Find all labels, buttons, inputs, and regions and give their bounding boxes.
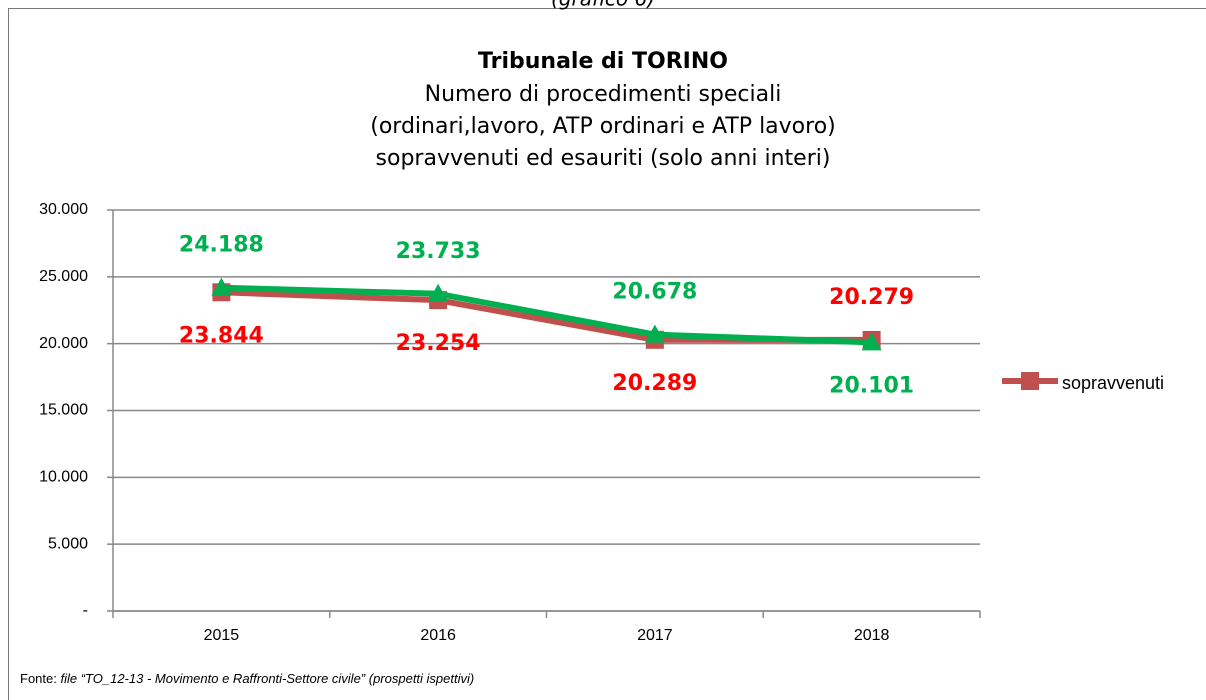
legend-marker — [1021, 372, 1039, 390]
chart-subtitle: sopravvenuti ed esauriti (solo anni inte… — [376, 146, 831, 171]
data-label: 20.101 — [829, 373, 914, 398]
y-tick-label: 15.000 — [39, 402, 88, 419]
source-text: file “TO_12-13 - Movimento e Raffronti-S… — [60, 671, 474, 686]
chart-subtitle: (ordinari,lavoro, ATP ordinari e ATP lav… — [370, 114, 836, 139]
chart-subtitle: Numero di procedimenti speciali — [425, 82, 782, 107]
series-line — [221, 284, 872, 346]
data-label: 24.188 — [179, 233, 264, 258]
data-label: 23.733 — [396, 239, 481, 264]
y-tick-label: - — [83, 602, 88, 619]
chart-frame — [8, 8, 1206, 700]
y-tick-label: 10.000 — [39, 469, 88, 486]
y-tick-label: 5.000 — [48, 535, 88, 552]
source-label: Fonte: — [20, 671, 57, 686]
marker — [644, 324, 665, 343]
legend-label: sopravvenuti — [1062, 373, 1165, 393]
marker — [211, 277, 232, 296]
data-label: 23.254 — [396, 331, 481, 356]
chart-title: Tribunale di TORINO — [478, 49, 728, 74]
y-tick-label: 25.000 — [39, 268, 88, 285]
y-tick-label: 30.000 — [39, 201, 88, 218]
data-label: 20.289 — [612, 371, 697, 396]
marker — [861, 332, 882, 351]
source: Fonte: file “TO_12-13 - Movimento e Raff… — [20, 671, 474, 686]
data-label: 23.844 — [179, 323, 264, 348]
x-tick-label: 2015 — [204, 627, 240, 644]
x-tick-label: 2016 — [420, 627, 456, 644]
y-tick-label: 20.000 — [39, 335, 88, 352]
x-tick-label: 2018 — [854, 627, 890, 644]
x-tick-label: 2017 — [637, 627, 673, 644]
caption: (grafico 6) — [551, 0, 655, 11]
data-label: 20.279 — [829, 285, 914, 310]
data-label: 20.678 — [612, 280, 697, 305]
marker — [428, 283, 449, 302]
